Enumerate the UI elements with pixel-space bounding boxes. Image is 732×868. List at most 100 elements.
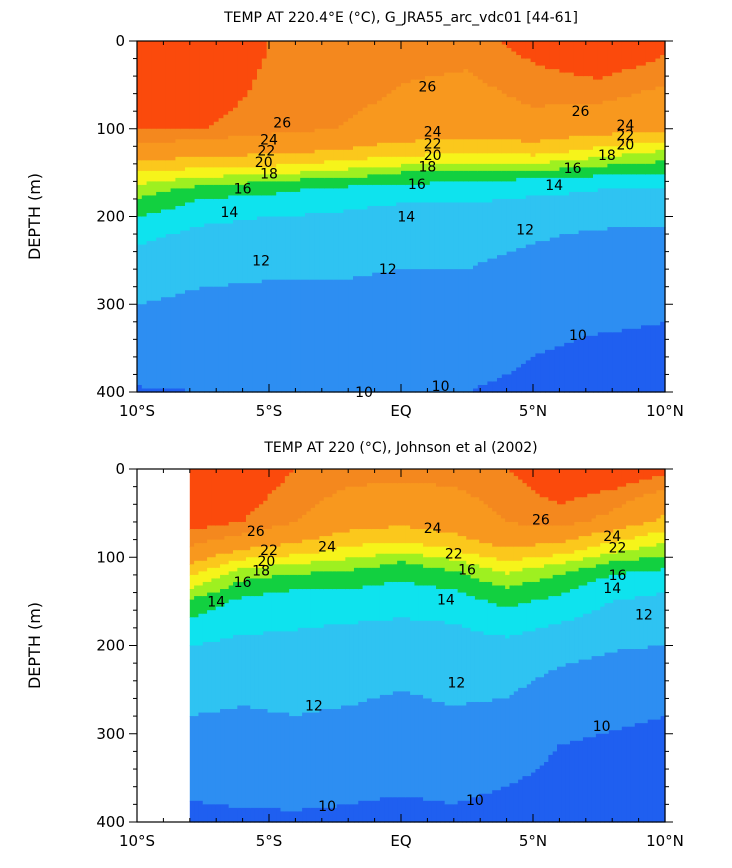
temperature-cell <box>396 86 402 144</box>
temperature-cell <box>323 709 329 809</box>
temperature-cell <box>261 279 268 393</box>
temperature-cell <box>276 557 282 565</box>
temperature-cell <box>252 167 258 175</box>
temperature-cell <box>492 585 498 604</box>
temperature-cell <box>500 469 506 520</box>
temperature-cell <box>300 153 306 165</box>
temperature-cell <box>267 578 273 594</box>
temperature-cell <box>569 620 575 664</box>
temperature-cell <box>482 181 488 204</box>
temperature-cell <box>336 804 342 823</box>
temperature-cell <box>333 177 340 190</box>
temperature-cell <box>189 188 196 204</box>
temperature-cell <box>535 177 541 197</box>
temperature-cell <box>518 560 524 572</box>
temperature-cell <box>444 269 450 393</box>
temperature-cell <box>348 118 354 151</box>
temperature-cell <box>345 546 351 558</box>
temperature-cell <box>427 469 433 484</box>
temperature-cell <box>549 349 556 393</box>
temperature-cell <box>497 377 503 393</box>
temperature-cell <box>241 532 247 551</box>
temperature-cell <box>165 142 172 161</box>
temperature-cell <box>242 135 248 158</box>
temperature-cell <box>341 571 346 590</box>
temperature-cell <box>636 163 642 175</box>
temperature-cell <box>309 212 316 281</box>
temperature-cell <box>425 76 431 140</box>
temperature-cell <box>647 645 653 721</box>
temperature-cell <box>156 388 162 393</box>
temperature-cell <box>410 202 416 270</box>
temperature-cell <box>453 181 460 204</box>
temperature-cell <box>513 560 519 572</box>
temperature-cell <box>300 170 306 179</box>
temperature-cell <box>410 170 416 186</box>
temperature-cell <box>300 41 306 133</box>
temperature-cell <box>509 571 515 587</box>
temperature-cell <box>652 557 657 572</box>
temperature-cell <box>613 469 619 491</box>
temperature-cell <box>224 603 230 640</box>
temperature-cell <box>574 740 580 823</box>
temperature-cell <box>289 553 295 565</box>
temperature-cell <box>204 198 210 225</box>
temperature-cell <box>362 620 368 703</box>
contour-label: 20 <box>424 148 442 164</box>
temperature-cell <box>588 230 594 337</box>
temperature-cell <box>531 567 536 583</box>
temperature-cell <box>597 332 604 393</box>
temperature-cell <box>289 574 295 590</box>
temperature-cell <box>613 560 619 576</box>
temperature-cell <box>189 202 196 228</box>
temperature-cell <box>492 698 498 791</box>
y-tick-label: 300 <box>96 295 125 313</box>
temperature-cell <box>444 546 450 558</box>
temperature-cell <box>453 624 459 707</box>
temperature-cell <box>242 220 248 284</box>
temperature-cell <box>358 529 364 548</box>
temperature-cell <box>323 469 329 498</box>
temperature-cell <box>185 139 191 158</box>
temperature-cell <box>388 543 394 555</box>
temperature-cell <box>189 599 195 618</box>
temperature-cell <box>358 469 364 488</box>
temperature-cell <box>578 740 584 823</box>
temperature-cell <box>156 181 162 193</box>
temperature-cell <box>366 557 372 569</box>
temperature-cell <box>655 142 661 151</box>
temperature-cell <box>444 72 450 140</box>
temperature-cell <box>578 585 584 618</box>
temperature-cell <box>281 132 287 154</box>
temperature-cell <box>630 726 636 823</box>
temperature-cell <box>439 202 445 270</box>
temperature-cell <box>506 170 512 182</box>
temperature-cell <box>405 797 411 823</box>
temperature-cell <box>271 574 277 594</box>
temperature-cell <box>463 139 469 154</box>
temperature-cell <box>573 167 580 179</box>
temperature-cell <box>254 807 260 823</box>
temperature-cell <box>237 521 243 537</box>
contour-label: 24 <box>260 132 278 148</box>
temperature-cell <box>660 41 666 56</box>
temperature-cell <box>392 797 398 823</box>
temperature-cell <box>362 167 368 179</box>
temperature-cell <box>362 41 368 109</box>
temperature-cell <box>593 335 599 393</box>
contour-label: 24 <box>318 540 336 556</box>
temperature-cell <box>362 543 368 558</box>
y-tick-label: 300 <box>96 725 125 743</box>
temperature-cell <box>170 234 176 298</box>
temperature-cell <box>250 546 256 558</box>
temperature-cell <box>608 543 614 555</box>
temperature-cell <box>215 804 221 823</box>
temperature-cell <box>463 170 469 182</box>
temperature-cell <box>156 41 162 130</box>
x-tick-label: 5°S <box>256 402 283 420</box>
temperature-cell <box>593 104 599 137</box>
temperature-cell <box>521 142 527 154</box>
temperature-cell <box>170 209 176 235</box>
temperature-cell <box>324 149 330 161</box>
temperature-cell <box>466 701 472 802</box>
